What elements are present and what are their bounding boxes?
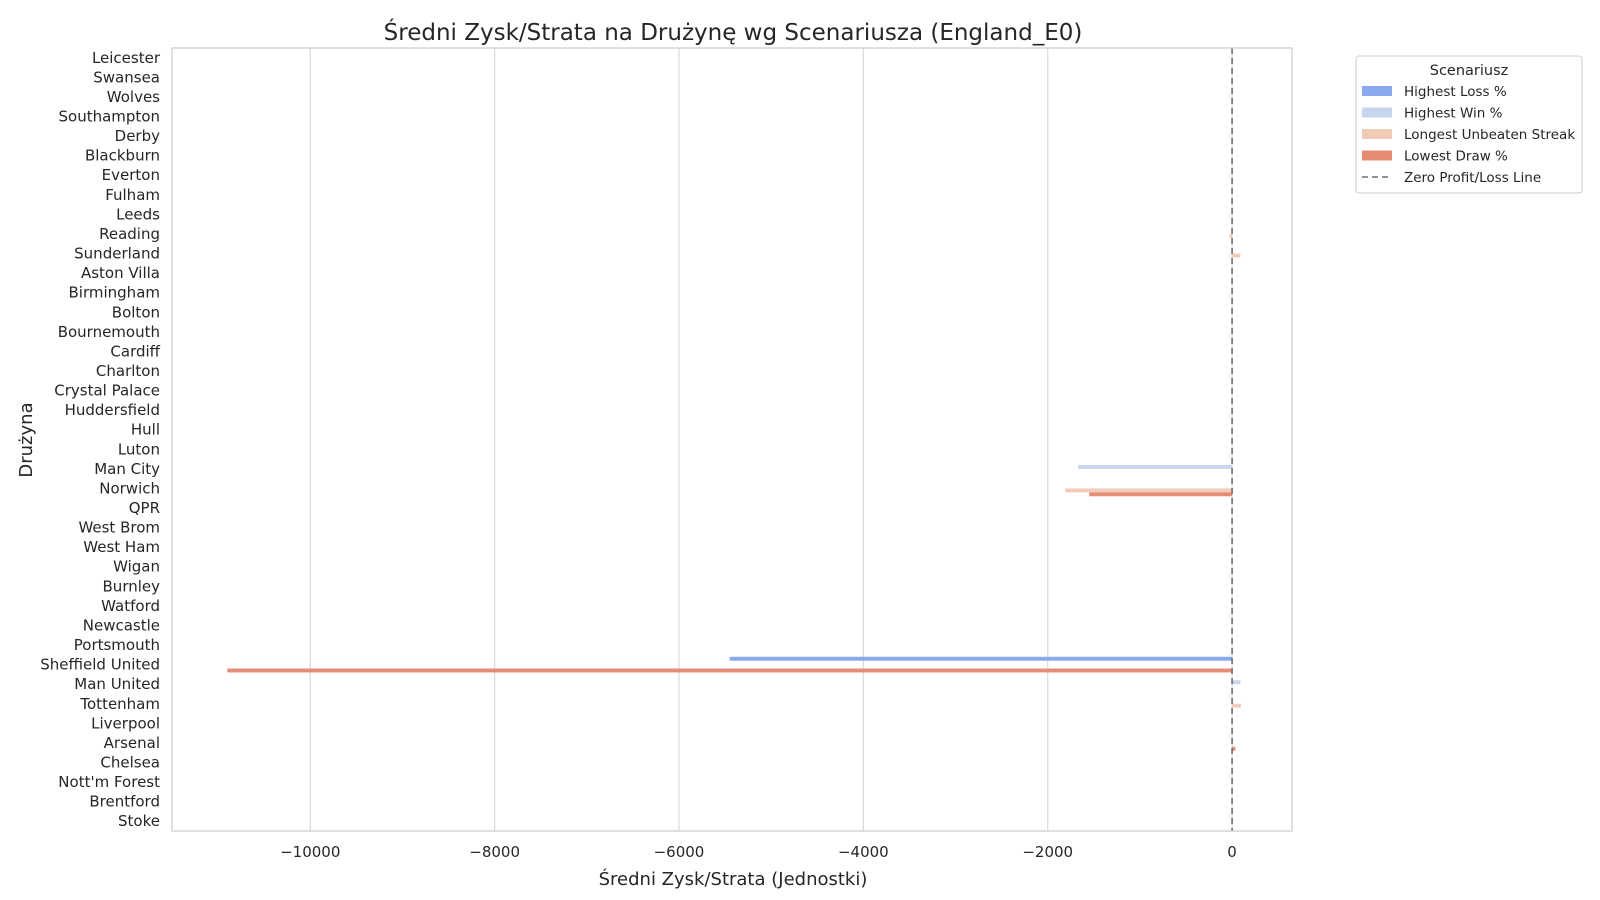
legend-swatch [1362,150,1392,161]
y-tick-label: Norwich [99,479,160,497]
y-tick-label: Leicester [92,49,161,67]
y-tick-label: Man City [94,460,160,478]
legend-swatch [1362,107,1392,118]
y-tick-label: Reading [99,225,160,243]
bar-longest-unbeaten-streak-reading [1229,233,1233,238]
grid-layer [309,48,1233,831]
y-tick-label: Birmingham [69,284,160,302]
y-tick-label: Arsenal [104,734,160,752]
y-tick-label: Chelsea [100,753,160,771]
chart-title: Średni Zysk/Strata na Drużynę wg Scenari… [384,18,1083,46]
y-tick-label: Hull [131,421,160,439]
x-tick-label: −6000 [654,843,705,861]
y-tick-label: Sheffield United [40,656,160,674]
y-tick-label: Leeds [116,205,160,223]
bar-highest-loss--sheffield-united [729,656,1233,661]
y-tick-label: Blackburn [85,147,160,165]
legend-swatch [1362,86,1392,96]
x-tick-label: −10000 [280,843,340,861]
y-tick-label: West Brom [78,519,160,537]
y-tick-label: Liverpool [91,714,160,732]
y-tick-label: Nott'm Forest [58,773,160,791]
y-tick-label: Aston Villa [81,264,160,282]
y-tick-label: Southampton [59,108,160,126]
legend-box [1355,55,1583,194]
y-tick-label: Wigan [113,558,160,576]
legend-label: Longest Unbeaten Streak [1404,127,1575,143]
y-tick-label: Swansea [93,68,160,86]
y-tick-label: Portsmouth [74,636,160,654]
y-tick-label: Crystal Palace [54,382,160,400]
bars-layer [227,233,1241,751]
y-tick-label: Tottenham [79,695,160,713]
bar-highest-win--man-united [1232,680,1241,685]
y-tick-label: Everton [102,166,160,184]
y-tick-label: Newcastle [83,616,160,634]
y-tick-label: Brentford [89,793,160,811]
plot-frame [171,47,1293,832]
legend-swatch [1362,129,1392,139]
bar-lowest-draw--norwich [1089,492,1233,497]
y-tick-label: Sunderland [74,245,160,263]
y-tick-label: Huddersfield [65,401,160,419]
legend: Scenariusz Highest Loss % Highest Win % Lo… [1355,55,1583,194]
x-axis-title: Średni Zysk/Strata (Jednostki) [599,868,868,890]
y-tick-label: Cardiff [110,342,160,360]
y-tick-label: Bolton [112,303,160,321]
x-tick-label: −2000 [1022,843,1073,861]
y-tick-label: Wolves [107,88,160,106]
legend-label: Zero Profit/Loss Line [1404,170,1541,186]
bar-lowest-draw--arsenal [1232,746,1236,751]
y-tick-label: Derby [115,127,160,145]
bar-lowest-draw--sheffield-united [227,668,1233,673]
legend-label: Lowest Draw % [1404,149,1508,165]
y-axis-title: Drużyna [16,402,37,477]
x-tick-label: 0 [1227,843,1237,861]
y-tick-label: Stoke [118,812,160,830]
bar-longest-unbeaten-streak-norwich [1065,488,1233,493]
y-tick-label: QPR [129,499,160,517]
bar-longest-unbeaten-streak-tottenham [1232,703,1241,708]
x-tick-label: −8000 [469,843,520,861]
y-tick-label: West Ham [83,538,160,556]
y-tick-label: Man United [74,675,160,693]
bar-longest-unbeaten-streak-sunderland [1232,253,1241,258]
y-tick-label: Burnley [103,577,161,595]
bar-highest-win--man-city [1078,464,1233,469]
y-tick-label: Watford [101,597,160,615]
x-tick-labels: −10000 −8000 −6000 −4000 −2000 0 [280,843,1237,861]
y-tick-label: Bournemouth [58,323,160,341]
y-tick-label: Charlton [96,362,160,380]
legend-label: Highest Loss % [1404,84,1507,100]
legend-label: Highest Win % [1404,106,1503,122]
y-tick-label: Fulham [105,186,160,204]
legend-title: Scenariusz [1430,63,1509,79]
x-tick-label: −4000 [838,843,889,861]
y-tick-label: Luton [118,440,160,458]
legend-items: Highest Loss % Highest Win % Longest Unbea… [1362,84,1575,186]
